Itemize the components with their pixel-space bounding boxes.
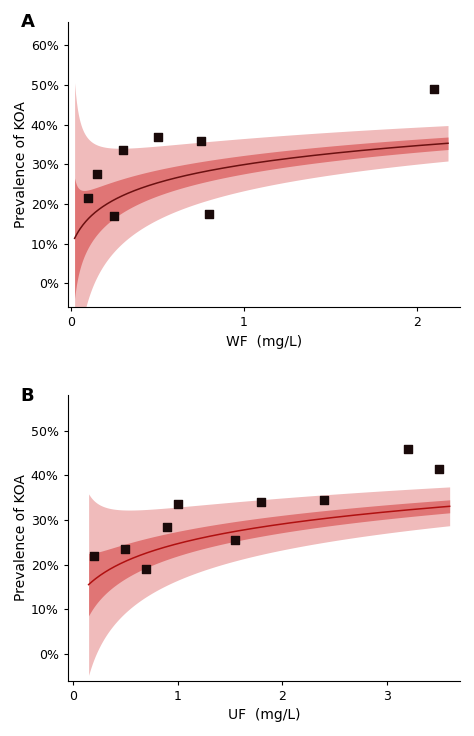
Y-axis label: Prevalence of KOA: Prevalence of KOA bbox=[14, 475, 28, 601]
Point bbox=[430, 83, 438, 95]
Text: A: A bbox=[20, 13, 35, 31]
Point bbox=[154, 131, 161, 143]
Point bbox=[164, 521, 171, 533]
Point bbox=[93, 169, 101, 180]
Point bbox=[320, 494, 328, 506]
Point bbox=[197, 135, 205, 146]
Point bbox=[119, 144, 127, 156]
Point bbox=[174, 498, 182, 510]
Point bbox=[142, 563, 150, 575]
X-axis label: UF  (mg/L): UF (mg/L) bbox=[228, 708, 300, 722]
Point bbox=[206, 208, 213, 220]
Point bbox=[121, 543, 129, 555]
Point bbox=[436, 463, 443, 475]
Text: B: B bbox=[20, 386, 34, 405]
Point bbox=[404, 443, 411, 455]
Y-axis label: Prevalence of KOA: Prevalence of KOA bbox=[14, 101, 28, 227]
Point bbox=[231, 534, 239, 546]
X-axis label: WF  (mg/L): WF (mg/L) bbox=[226, 335, 302, 349]
Point bbox=[90, 550, 98, 562]
Point bbox=[110, 210, 118, 222]
Point bbox=[257, 496, 265, 508]
Point bbox=[85, 192, 92, 204]
